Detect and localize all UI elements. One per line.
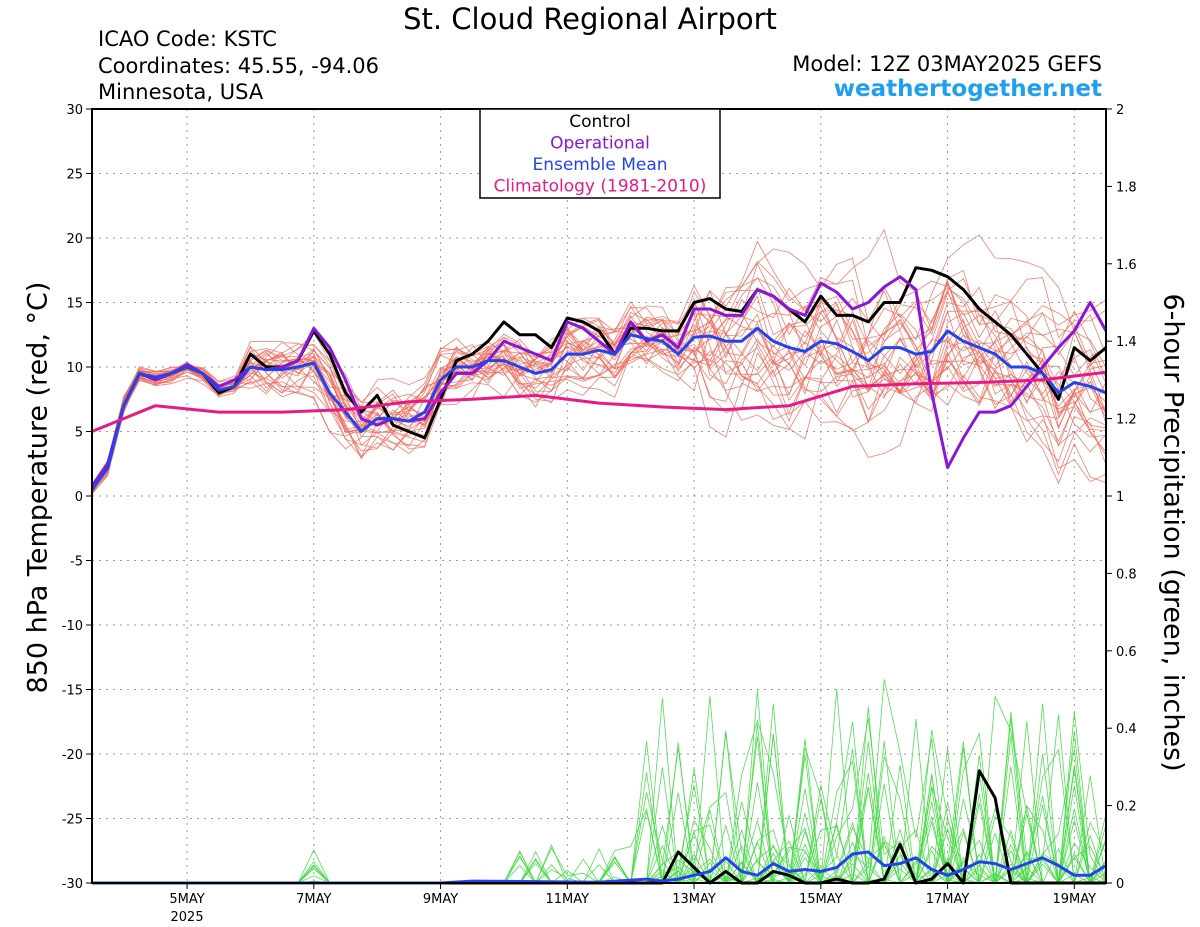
y2-tick-label: 1 <box>1116 490 1124 505</box>
y2-tick-label: 0.2 <box>1116 800 1137 815</box>
site-link[interactable]: weathertogether.net <box>833 76 1102 102</box>
temp-member-line <box>91 277 1107 489</box>
precip-member-line <box>92 711 1107 884</box>
ensemble-mean-temp-line <box>90 326 1107 491</box>
temp-member-line <box>91 291 1107 493</box>
temp-member-line <box>91 318 1107 490</box>
temp-member-line <box>91 269 1107 486</box>
y2-tick-label: 1.6 <box>1116 258 1137 273</box>
temp-member-line <box>91 248 1107 494</box>
precip-member-line <box>92 697 1107 884</box>
precip-member-line <box>92 679 1107 884</box>
temp-member-line <box>91 286 1107 489</box>
y-tick-label: 30 <box>66 103 83 118</box>
y-tick-label: 20 <box>66 232 83 247</box>
y-tick-label: -20 <box>62 748 83 763</box>
ensemble-mean-precip-line <box>92 850 1107 885</box>
precip-members <box>92 679 1107 885</box>
y2-tick-label: 0.8 <box>1116 567 1137 582</box>
x-tick-label: 15MAY <box>799 892 843 907</box>
y2-tick-label: 2 <box>1116 103 1124 118</box>
axis-ticks: 302520151050-5-10-15-20-25-3021.81.61.41… <box>62 103 1137 925</box>
x-tick-label: 7MAY <box>296 892 331 907</box>
temp-member-line <box>91 315 1107 495</box>
climatology-temp-line <box>91 370 1107 433</box>
legend-entry: Control <box>569 112 630 132</box>
y2-tick-label: 1.8 <box>1116 180 1137 195</box>
precip-member-line <box>92 688 1106 884</box>
grid <box>92 109 1106 883</box>
y2-tick-label: 1.2 <box>1116 413 1137 428</box>
x-tick-label: 17MAY <box>926 892 970 907</box>
precip-member-line <box>92 733 1107 884</box>
y2-tick-label: 0.4 <box>1116 722 1137 737</box>
y-tick-label: -30 <box>62 877 83 892</box>
y-tick-label: 25 <box>66 168 83 183</box>
control-temp-line <box>90 266 1107 491</box>
y2-tick-label: 0.6 <box>1116 645 1137 660</box>
x-tick-label: 9MAY <box>423 892 458 907</box>
y-tick-label: 0 <box>75 490 83 505</box>
legend-box <box>479 108 721 199</box>
model-run: Model: 12Z 03MAY2025 GEFS <box>792 52 1102 76</box>
temp-member-line <box>91 299 1107 493</box>
y2-tick-label: 0 <box>1116 877 1124 892</box>
y-tick-label: -10 <box>62 619 83 634</box>
precip-member-line <box>92 711 1107 884</box>
x-tick-label: 19MAY <box>1053 892 1097 907</box>
x-tick-sublabel: 2025 <box>171 910 204 925</box>
coordinates: Coordinates: 45.55, -94.06 <box>98 54 379 78</box>
temp-member-line <box>91 325 1107 489</box>
chart-title: St. Cloud Regional Airport <box>403 2 777 36</box>
y-tick-label: 15 <box>66 297 83 312</box>
y-tick-label: 10 <box>66 361 83 376</box>
temp-member-line <box>91 303 1107 488</box>
legend-entry: Operational <box>550 134 650 154</box>
temp-member-line <box>91 289 1107 492</box>
y-tick-label: -15 <box>62 684 83 699</box>
precip-member-line <box>92 730 1106 885</box>
y-tick-label: -25 <box>62 813 83 828</box>
precip-member-line <box>92 729 1107 884</box>
precip-member-line <box>92 764 1106 884</box>
legend-entry: Climatology (1981-2010) <box>494 177 707 197</box>
x-tick-label: 11MAY <box>546 892 590 907</box>
y-tick-label: -5 <box>70 555 83 570</box>
region: Minnesota, USA <box>98 80 264 104</box>
y2-tick-label: 1.4 <box>1116 335 1137 350</box>
legend-entry: Ensemble Mean <box>532 155 667 175</box>
x-tick-label: 13MAY <box>672 892 716 907</box>
temp-member-line <box>91 305 1107 489</box>
x-tick-label: 5MAY <box>169 892 204 907</box>
precip-member-line <box>92 690 1107 885</box>
icao-code: ICAO Code: KSTC <box>98 27 277 51</box>
temp-member-line <box>91 329 1107 489</box>
temp-members <box>91 228 1107 495</box>
y-tick-label: 5 <box>75 426 83 441</box>
temp-member-line <box>91 234 1107 494</box>
